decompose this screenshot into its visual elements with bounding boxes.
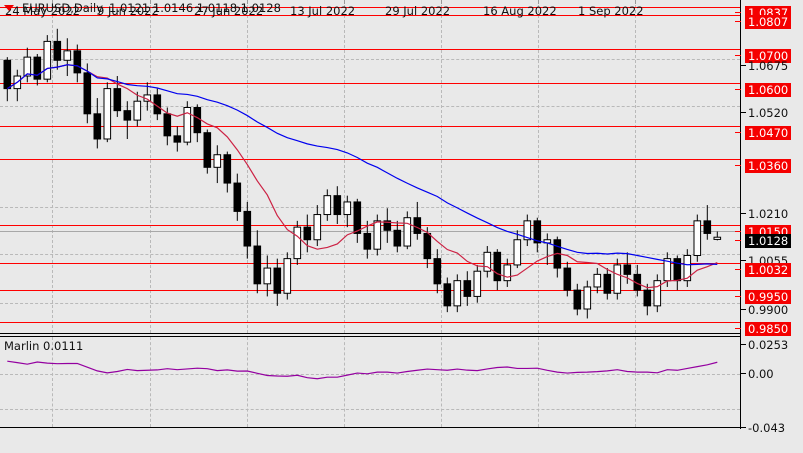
- gridline-vertical: [150, 0, 151, 333]
- price-level-line: [0, 15, 740, 16]
- price-scale-tick: [735, 132, 741, 133]
- indicator-gridline-horizontal: [0, 374, 740, 375]
- indicator-label: Marlin 0.0111: [4, 339, 83, 353]
- date-label: 9 Jun 2022: [97, 4, 159, 18]
- price-scale-label-1.0360: 1.0360: [745, 159, 792, 173]
- marlin-line-series: [7, 360, 718, 380]
- gridline-vertical: [344, 0, 345, 333]
- indicator-gridline-vertical: [344, 337, 345, 427]
- price-level-line: [0, 263, 740, 264]
- indicator-gridline-vertical: [52, 337, 53, 427]
- price-scale-tick: [735, 296, 741, 297]
- gridline-vertical: [52, 0, 53, 333]
- date-tick: [635, 0, 636, 4]
- price-level-line: [0, 49, 740, 50]
- chart-header: EURUSD,Daily 1.0121 1.0146 1.0118 1.0128: [4, 1, 281, 15]
- price-level-line: [0, 126, 740, 127]
- indicator-name: Marlin: [4, 339, 40, 353]
- current-price-line: [0, 231, 740, 232]
- indicator-scale-label--0.043: -0.043: [748, 421, 786, 435]
- date-tick: [538, 0, 539, 4]
- price-scale-label-1.0600: 1.0600: [745, 83, 792, 97]
- price-scale-label-0.9950: 0.9950: [745, 290, 792, 304]
- gridline-horizontal: [0, 207, 740, 208]
- price-level-line: [0, 290, 740, 291]
- indicator-gridline-vertical: [635, 337, 636, 427]
- indicator-gridline-vertical: [247, 337, 248, 427]
- price-scale-label-1.0128: 1.0128: [745, 234, 792, 248]
- gridline-vertical: [635, 0, 636, 333]
- date-label: 16 Aug 2022: [483, 4, 557, 18]
- date-tick: [52, 0, 53, 4]
- symbol-label: EURUSD,Daily: [22, 1, 103, 15]
- price-scale-tick: [735, 21, 741, 22]
- price-scale-tick: [741, 260, 746, 261]
- indicator-gridline-vertical: [150, 337, 151, 427]
- indicator-scale-label-0.0253: 0.0253: [748, 338, 789, 352]
- price-level-line: [0, 159, 740, 160]
- marlin-indicator-pane[interactable]: Marlin 0.0111: [0, 336, 740, 428]
- price-chart-pane[interactable]: EURUSD,Daily 1.0121 1.0146 1.0118 1.0128: [0, 0, 740, 334]
- price-scale-tick: [735, 269, 741, 270]
- price-scale-tick: [735, 89, 741, 90]
- indicator-value: 0.0111: [43, 339, 84, 353]
- price-scale-tick: [735, 231, 741, 232]
- indicator-gridline-vertical: [538, 337, 539, 427]
- gridline-horizontal: [0, 59, 740, 60]
- gridline-vertical: [538, 0, 539, 333]
- indicator-scale-tick: [741, 344, 746, 345]
- price-scale-tick: [741, 213, 746, 214]
- price-scale-label-1.0032: 1.0032: [745, 263, 792, 277]
- date-tick: [150, 0, 151, 4]
- price-scale-tick: [741, 65, 746, 66]
- price-scale-tick: [735, 12, 741, 13]
- date-label: 13 Jul 2022: [290, 4, 356, 18]
- price-scale-tick: [741, 112, 746, 113]
- price-scale-tick: [735, 328, 741, 329]
- price-scale-label-0.9850: 0.9850: [745, 322, 792, 336]
- triangle-down-icon[interactable]: [4, 5, 14, 11]
- gridline-horizontal: [0, 254, 740, 255]
- price-scale-tick: [735, 55, 741, 56]
- price-scale-label-1.0675: 1.0675: [748, 59, 789, 73]
- gridline-vertical: [441, 0, 442, 333]
- price-scale-label-1.0700: 1.0700: [745, 49, 792, 63]
- indicator-scale-tick: [741, 373, 746, 374]
- ohlc-values: 1.0121 1.0146 1.0118 1.0128: [109, 1, 281, 15]
- date-tick: [344, 0, 345, 4]
- price-scale-label-1.0807: 1.0807: [745, 15, 792, 29]
- date-tick: [441, 0, 442, 4]
- price-scale-tick: [741, 309, 746, 310]
- date-label: 1 Sep 2022: [578, 4, 644, 18]
- gridline-vertical: [247, 0, 248, 333]
- indicator-gridline-vertical: [441, 337, 442, 427]
- price-scale-label-0.9900: 0.9900: [748, 303, 789, 317]
- price-level-line: [0, 83, 740, 84]
- indicator-scale-tick: [741, 427, 746, 428]
- price-scale-tick: [735, 240, 741, 241]
- price-scale[interactable]: 1.0837 1.0807 1.0700 1.0675 1.0600 1.0520 1.04…: [735, 0, 803, 434]
- gridline-horizontal: [0, 303, 740, 304]
- price-scale-label-1.0210: 1.0210: [748, 207, 789, 221]
- price-scale-label-1.0520: 1.0520: [748, 106, 789, 120]
- moving-average-lines: [6, 64, 718, 289]
- date-label: 29 Jul 2022: [385, 4, 451, 18]
- gridline-horizontal: [0, 106, 740, 107]
- date-tick: [247, 0, 248, 4]
- price-level-line: [0, 7, 740, 8]
- price-level-line: [0, 322, 740, 323]
- indicator-scale-label-0.00: 0.00: [748, 367, 774, 381]
- date-label: 24 May 2022: [5, 4, 80, 18]
- indicator-gridline-horizontal: [0, 409, 740, 410]
- price-scale-tick: [735, 165, 741, 166]
- candlestick-series: [3, 28, 722, 319]
- date-label: 27 Jun 2022: [194, 4, 264, 18]
- price-scale-label-1.0470: 1.0470: [745, 126, 792, 140]
